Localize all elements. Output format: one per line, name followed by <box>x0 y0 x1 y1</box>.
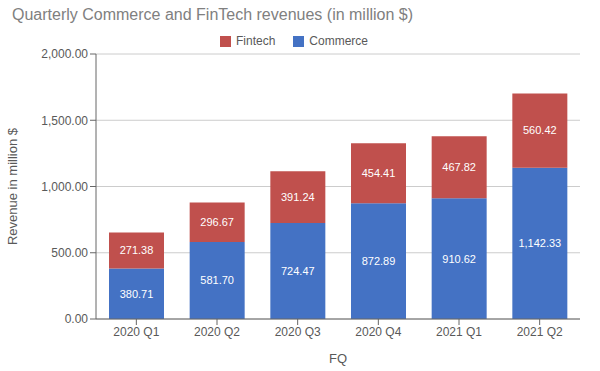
html-text:Fintech: Fintech <box>236 34 276 48</box>
svg-text:910.62: 910.62 <box>442 253 476 265</box>
svg-text:2021 Q2: 2021 Q2 <box>517 325 563 339</box>
svg-text:FQ: FQ <box>329 351 347 366</box>
html-text:Quarterly Commerce and FinTech: Quarterly Commerce and FinTech revenues … <box>12 6 413 23</box>
svg-text:500.00: 500.00 <box>51 246 88 260</box>
svg-text:271.38: 271.38 <box>120 244 154 256</box>
svg-text:380.71: 380.71 <box>120 288 154 300</box>
svg-text:2020 Q3: 2020 Q3 <box>275 325 321 339</box>
svg-text:581.70: 581.70 <box>200 274 234 286</box>
svg-text:872.89: 872.89 <box>362 255 396 267</box>
svg-text:2,000.00: 2,000.00 <box>41 47 88 61</box>
svg-text:1,142.33: 1,142.33 <box>518 237 561 249</box>
html-text:Commerce: Commerce <box>309 34 368 48</box>
svg-text:Revenue in million $: Revenue in million $ <box>8 127 20 245</box>
svg-text:454.41: 454.41 <box>362 167 396 179</box>
svg-text:296.67: 296.67 <box>200 216 234 228</box>
svg-text:2021 Q1: 2021 Q1 <box>436 325 482 339</box>
svg-text:724.47: 724.47 <box>281 265 315 277</box>
svg-text:467.82: 467.82 <box>442 161 476 173</box>
svg-text:2020 Q4: 2020 Q4 <box>355 325 401 339</box>
svg-text:560.42: 560.42 <box>523 124 557 136</box>
svg-text:1,000.00: 1,000.00 <box>41 180 88 194</box>
svg-text:1,500.00: 1,500.00 <box>41 114 88 128</box>
svg-text:391.24: 391.24 <box>281 191 315 203</box>
svg-text:2020 Q1: 2020 Q1 <box>113 325 159 339</box>
svg-text:2020 Q2: 2020 Q2 <box>194 325 240 339</box>
svg-text:0.00: 0.00 <box>65 312 89 326</box>
